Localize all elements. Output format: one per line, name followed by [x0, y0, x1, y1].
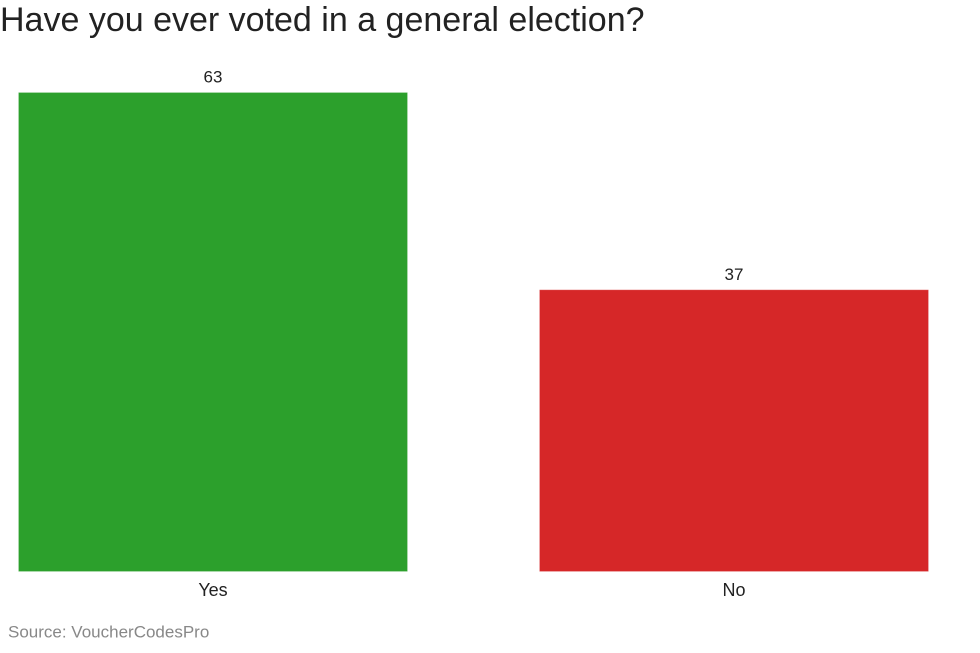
- value-label: 37: [725, 265, 744, 284]
- chart-title: Have you ever voted in a general electio…: [0, 1, 645, 39]
- value-label: 63: [204, 67, 223, 86]
- source: Source: VoucherCodesPro: [8, 622, 209, 641]
- bar: [539, 289, 929, 572]
- bar: [18, 92, 408, 572]
- x-tick-label: Yes: [198, 580, 227, 600]
- x-tick-label: No: [722, 580, 745, 600]
